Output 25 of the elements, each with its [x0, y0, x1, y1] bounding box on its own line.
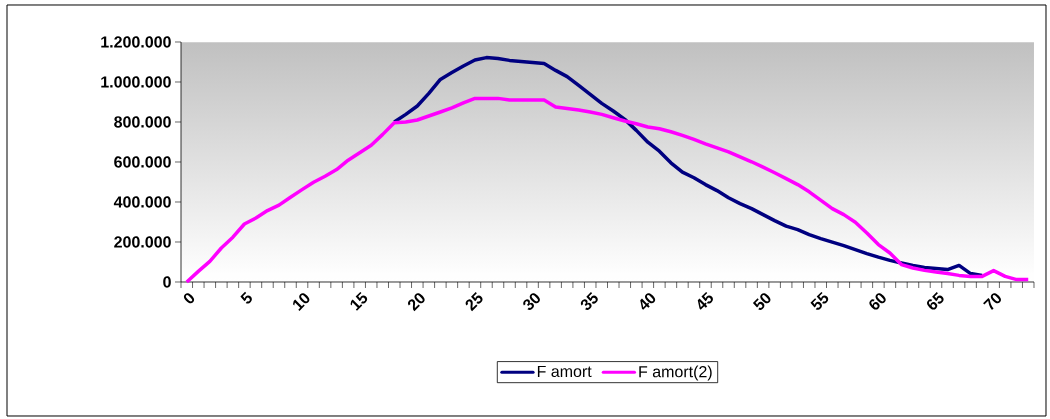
y-tick-label: 200.000: [114, 236, 171, 248]
y-tick-label: 400.000: [113, 196, 171, 208]
x-tick-label: 0: [183, 293, 195, 304]
x-tick-label: 65: [927, 291, 944, 310]
x-tick-label: 10: [293, 293, 310, 311]
line-series: [392, 55, 984, 278]
x-tick-label: 30: [523, 293, 540, 311]
x-tick-label: 40: [640, 293, 656, 310]
legend-label: F amort(2): [639, 365, 712, 381]
x-tick-label: 15: [350, 291, 368, 311]
x-tick-label: 20: [407, 293, 425, 312]
y-tick-label: 1.200.000: [101, 36, 171, 48]
x-tick-label: 50: [752, 293, 771, 310]
legend-label: F amort: [537, 365, 592, 378]
y-tick-label: 800.000: [114, 116, 171, 128]
x-tick-label: 5: [240, 291, 252, 304]
y-tick-label: 0: [163, 276, 171, 288]
x-tick-label: 25: [465, 291, 483, 312]
x-tick-label: 60: [869, 293, 886, 310]
x-tick-label: 35: [580, 291, 598, 311]
x-tick-label: 45: [697, 291, 713, 310]
y-tick-label: 1.000.000: [101, 76, 171, 88]
y-tick-label: 600.000: [114, 156, 171, 168]
x-tick-label: 70: [983, 293, 1001, 310]
x-tick-label: 55: [810, 291, 829, 310]
